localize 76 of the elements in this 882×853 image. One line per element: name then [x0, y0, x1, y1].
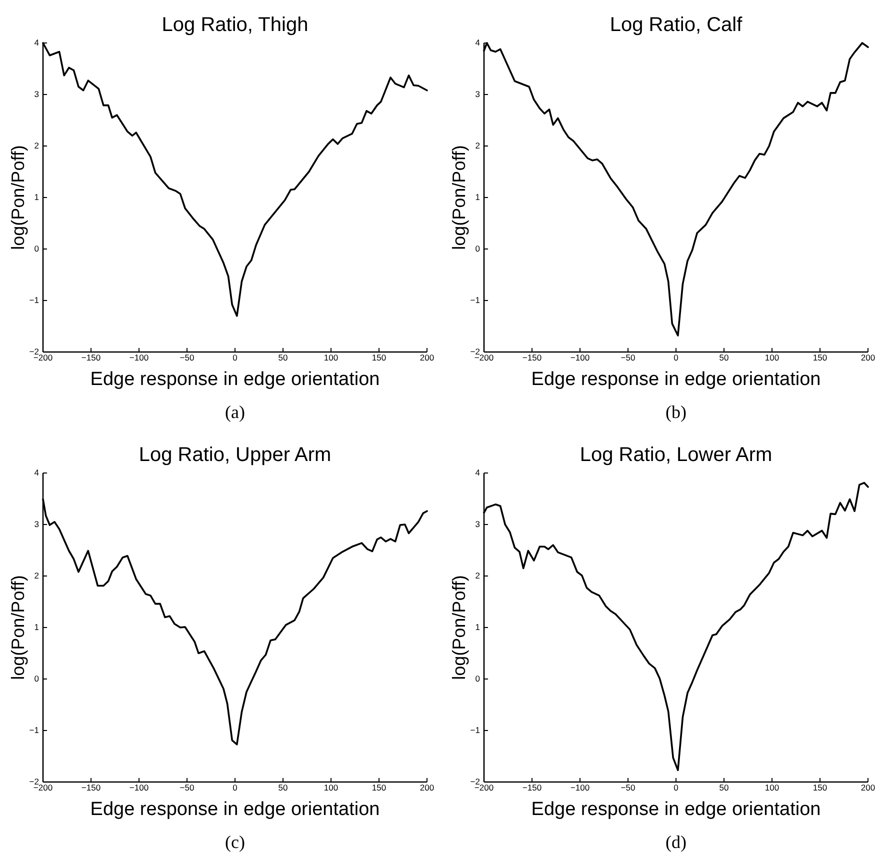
- chart-title: Log Ratio, Lower Arm: [580, 444, 772, 466]
- y-tick-label: 3: [475, 519, 480, 530]
- x-tick-label: −100: [570, 782, 590, 793]
- y-tick-label: 0: [34, 244, 40, 254]
- y-tick-label: 3: [34, 519, 40, 530]
- y-axis-title: log(Pon/Poff): [8, 145, 28, 250]
- x-tick-label: −150: [522, 352, 542, 363]
- text: (b): [666, 402, 686, 422]
- x-tick-label: 100: [324, 782, 338, 793]
- y-tick-label: −1: [29, 295, 40, 306]
- y-tick-label: 2: [475, 140, 480, 151]
- x-tick-label: 150: [372, 782, 386, 793]
- x-axis-title: Edge response in edge orientation: [531, 369, 821, 390]
- x-tick-label: 50: [278, 782, 288, 793]
- y-tick-label: 1: [475, 622, 480, 632]
- y-tick-label: −2: [29, 776, 40, 787]
- x-tick-label: 0: [674, 782, 679, 793]
- x-tick-label: 100: [324, 352, 338, 363]
- x-tick-label: 200: [860, 782, 876, 793]
- x-tick-label: −100: [129, 782, 149, 793]
- y-tick-label: −1: [470, 295, 480, 306]
- y-tick-label: 2: [475, 570, 480, 581]
- y-tick-label: 3: [34, 89, 40, 100]
- x-tick-label: −50: [180, 782, 194, 793]
- y-tick-label: −2: [470, 346, 480, 357]
- text: (d): [666, 832, 686, 852]
- x-axis-title: Edge response in edge orientation: [90, 369, 380, 390]
- x-tick-label: −100: [129, 352, 149, 363]
- y-axis-title: log(Pon/Poff): [449, 575, 469, 680]
- y-tick-label: 0: [475, 674, 480, 684]
- y-tick-label: −2: [470, 776, 480, 787]
- chart-title: Log Ratio, Upper Arm: [138, 444, 332, 466]
- chart-title: Log Ratio, Thigh: [162, 14, 308, 36]
- x-tick-label: 200: [420, 352, 434, 363]
- x-tick-label: 200: [860, 352, 876, 363]
- x-tick-label: 100: [764, 352, 780, 363]
- x-tick-label: 150: [812, 782, 828, 793]
- x-tick-label: 0: [232, 352, 238, 363]
- y-tick-label: 4: [475, 38, 480, 48]
- x-tick-label: 150: [372, 352, 386, 363]
- y-tick-label: −1: [470, 725, 480, 736]
- y-tick-label: 2: [34, 140, 40, 151]
- x-tick-label: 200: [420, 782, 434, 793]
- x-tick-label: −50: [620, 782, 636, 793]
- y-tick-label: 4: [475, 468, 480, 478]
- chart-title: Log Ratio, Calf: [610, 14, 743, 36]
- text: (c): [225, 832, 245, 852]
- y-tick-label: 2: [34, 570, 40, 581]
- x-tick-label: 50: [278, 352, 288, 363]
- y-tick-label: 3: [475, 89, 480, 100]
- x-tick-label: −50: [180, 352, 194, 363]
- y-tick-label: 4: [34, 468, 40, 478]
- y-tick-label: 0: [475, 244, 480, 254]
- x-tick-label: −150: [522, 782, 542, 793]
- x-tick-label: 0: [232, 782, 238, 793]
- y-tick-label: −2: [29, 346, 40, 357]
- x-tick-label: 50: [719, 352, 729, 363]
- y-tick-label: −1: [29, 725, 40, 736]
- x-tick-label: −150: [81, 782, 101, 793]
- x-tick-label: −150: [81, 352, 101, 363]
- x-tick-label: 150: [812, 352, 828, 363]
- text: (a): [225, 402, 245, 422]
- x-axis-title: Edge response in edge orientation: [90, 799, 380, 820]
- y-tick-label: 1: [34, 192, 40, 202]
- y-tick-label: 0: [34, 674, 40, 684]
- x-tick-label: −50: [620, 352, 636, 363]
- x-axis-title: Edge response in edge orientation: [531, 799, 821, 820]
- y-tick-label: 1: [34, 622, 40, 632]
- y-axis-title: log(Pon/Poff): [449, 145, 469, 250]
- y-axis-title: log(Pon/Poff): [8, 575, 28, 680]
- x-tick-label: 0: [674, 352, 679, 363]
- x-tick-label: −100: [570, 352, 590, 363]
- y-tick-label: 4: [34, 38, 40, 48]
- x-tick-label: 100: [764, 782, 780, 793]
- y-tick-label: 1: [475, 192, 480, 202]
- x-tick-label: 50: [719, 782, 729, 793]
